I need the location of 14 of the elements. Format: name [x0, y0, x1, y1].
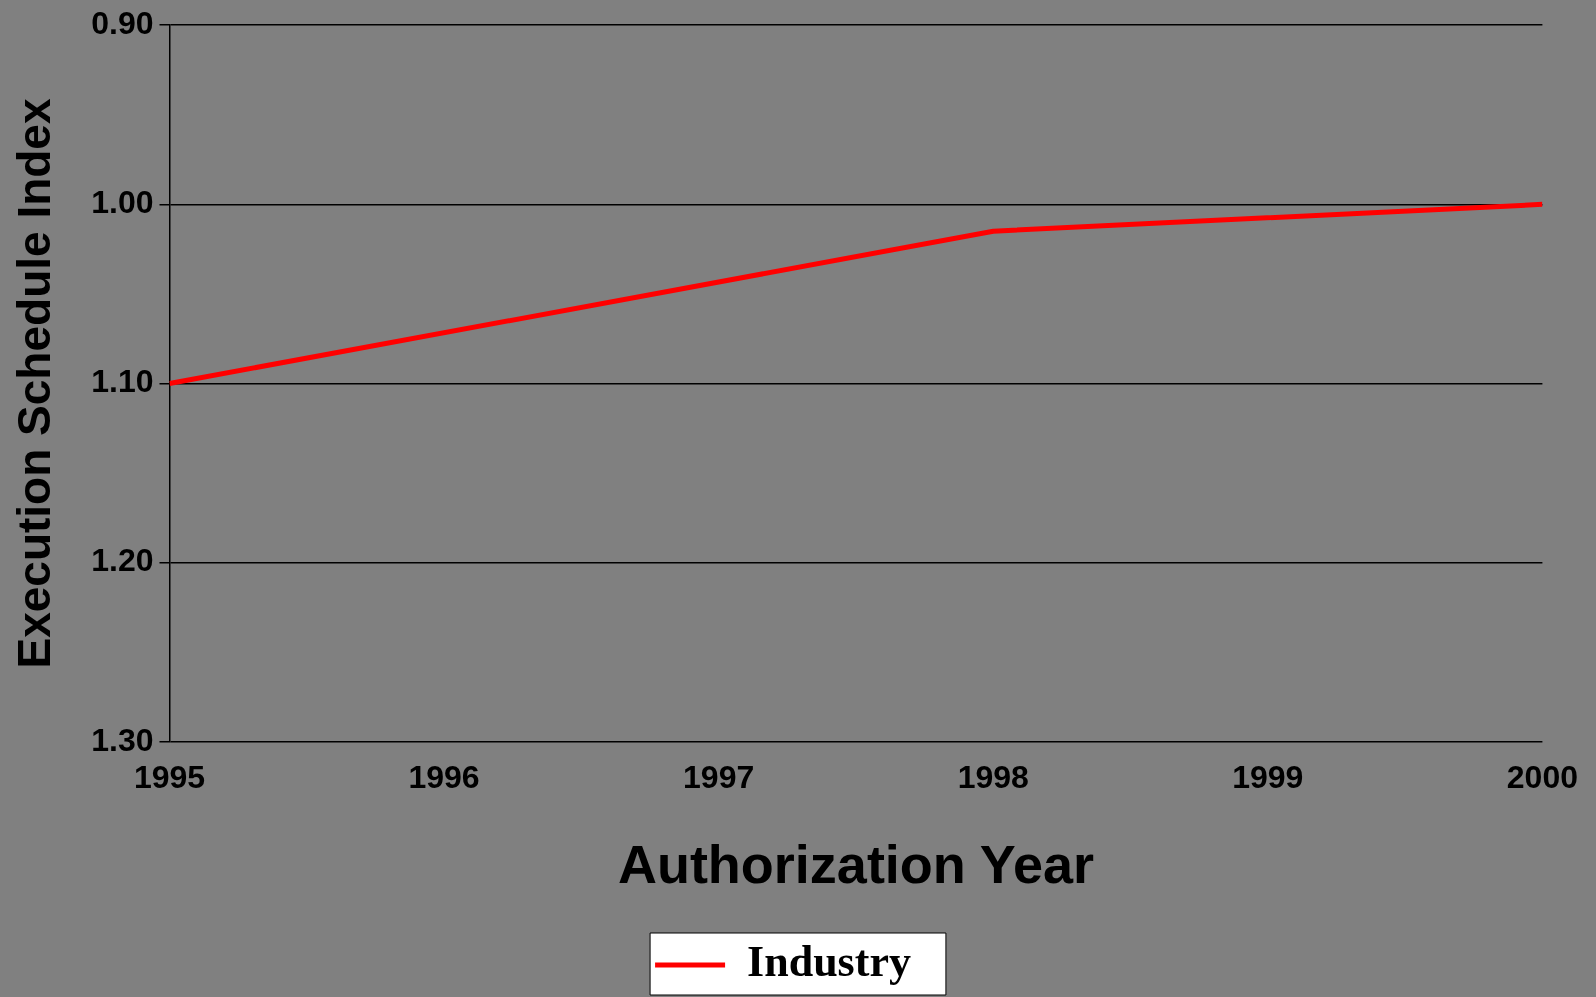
x-tick-label: 2000 [1506, 758, 1578, 795]
y-tick-label: 1.20 [91, 542, 154, 579]
y-axis-title: Execution Schedule Index [8, 98, 61, 669]
x-tick-label: 1996 [408, 758, 480, 795]
x-tick-label: 1995 [133, 758, 206, 795]
y-tick-label: 1.10 [91, 363, 154, 400]
x-tick-label: 1997 [683, 758, 755, 795]
x-axis-title: Authorization Year [617, 834, 1094, 895]
legend-label: Industry [747, 937, 911, 987]
x-tick-label: 1999 [1232, 758, 1304, 795]
y-tick-label: 0.90 [91, 5, 154, 42]
y-tick-label: 1.30 [91, 721, 154, 758]
x-tick-label: 1998 [957, 758, 1029, 795]
y-tick-label: 1.00 [91, 184, 154, 221]
